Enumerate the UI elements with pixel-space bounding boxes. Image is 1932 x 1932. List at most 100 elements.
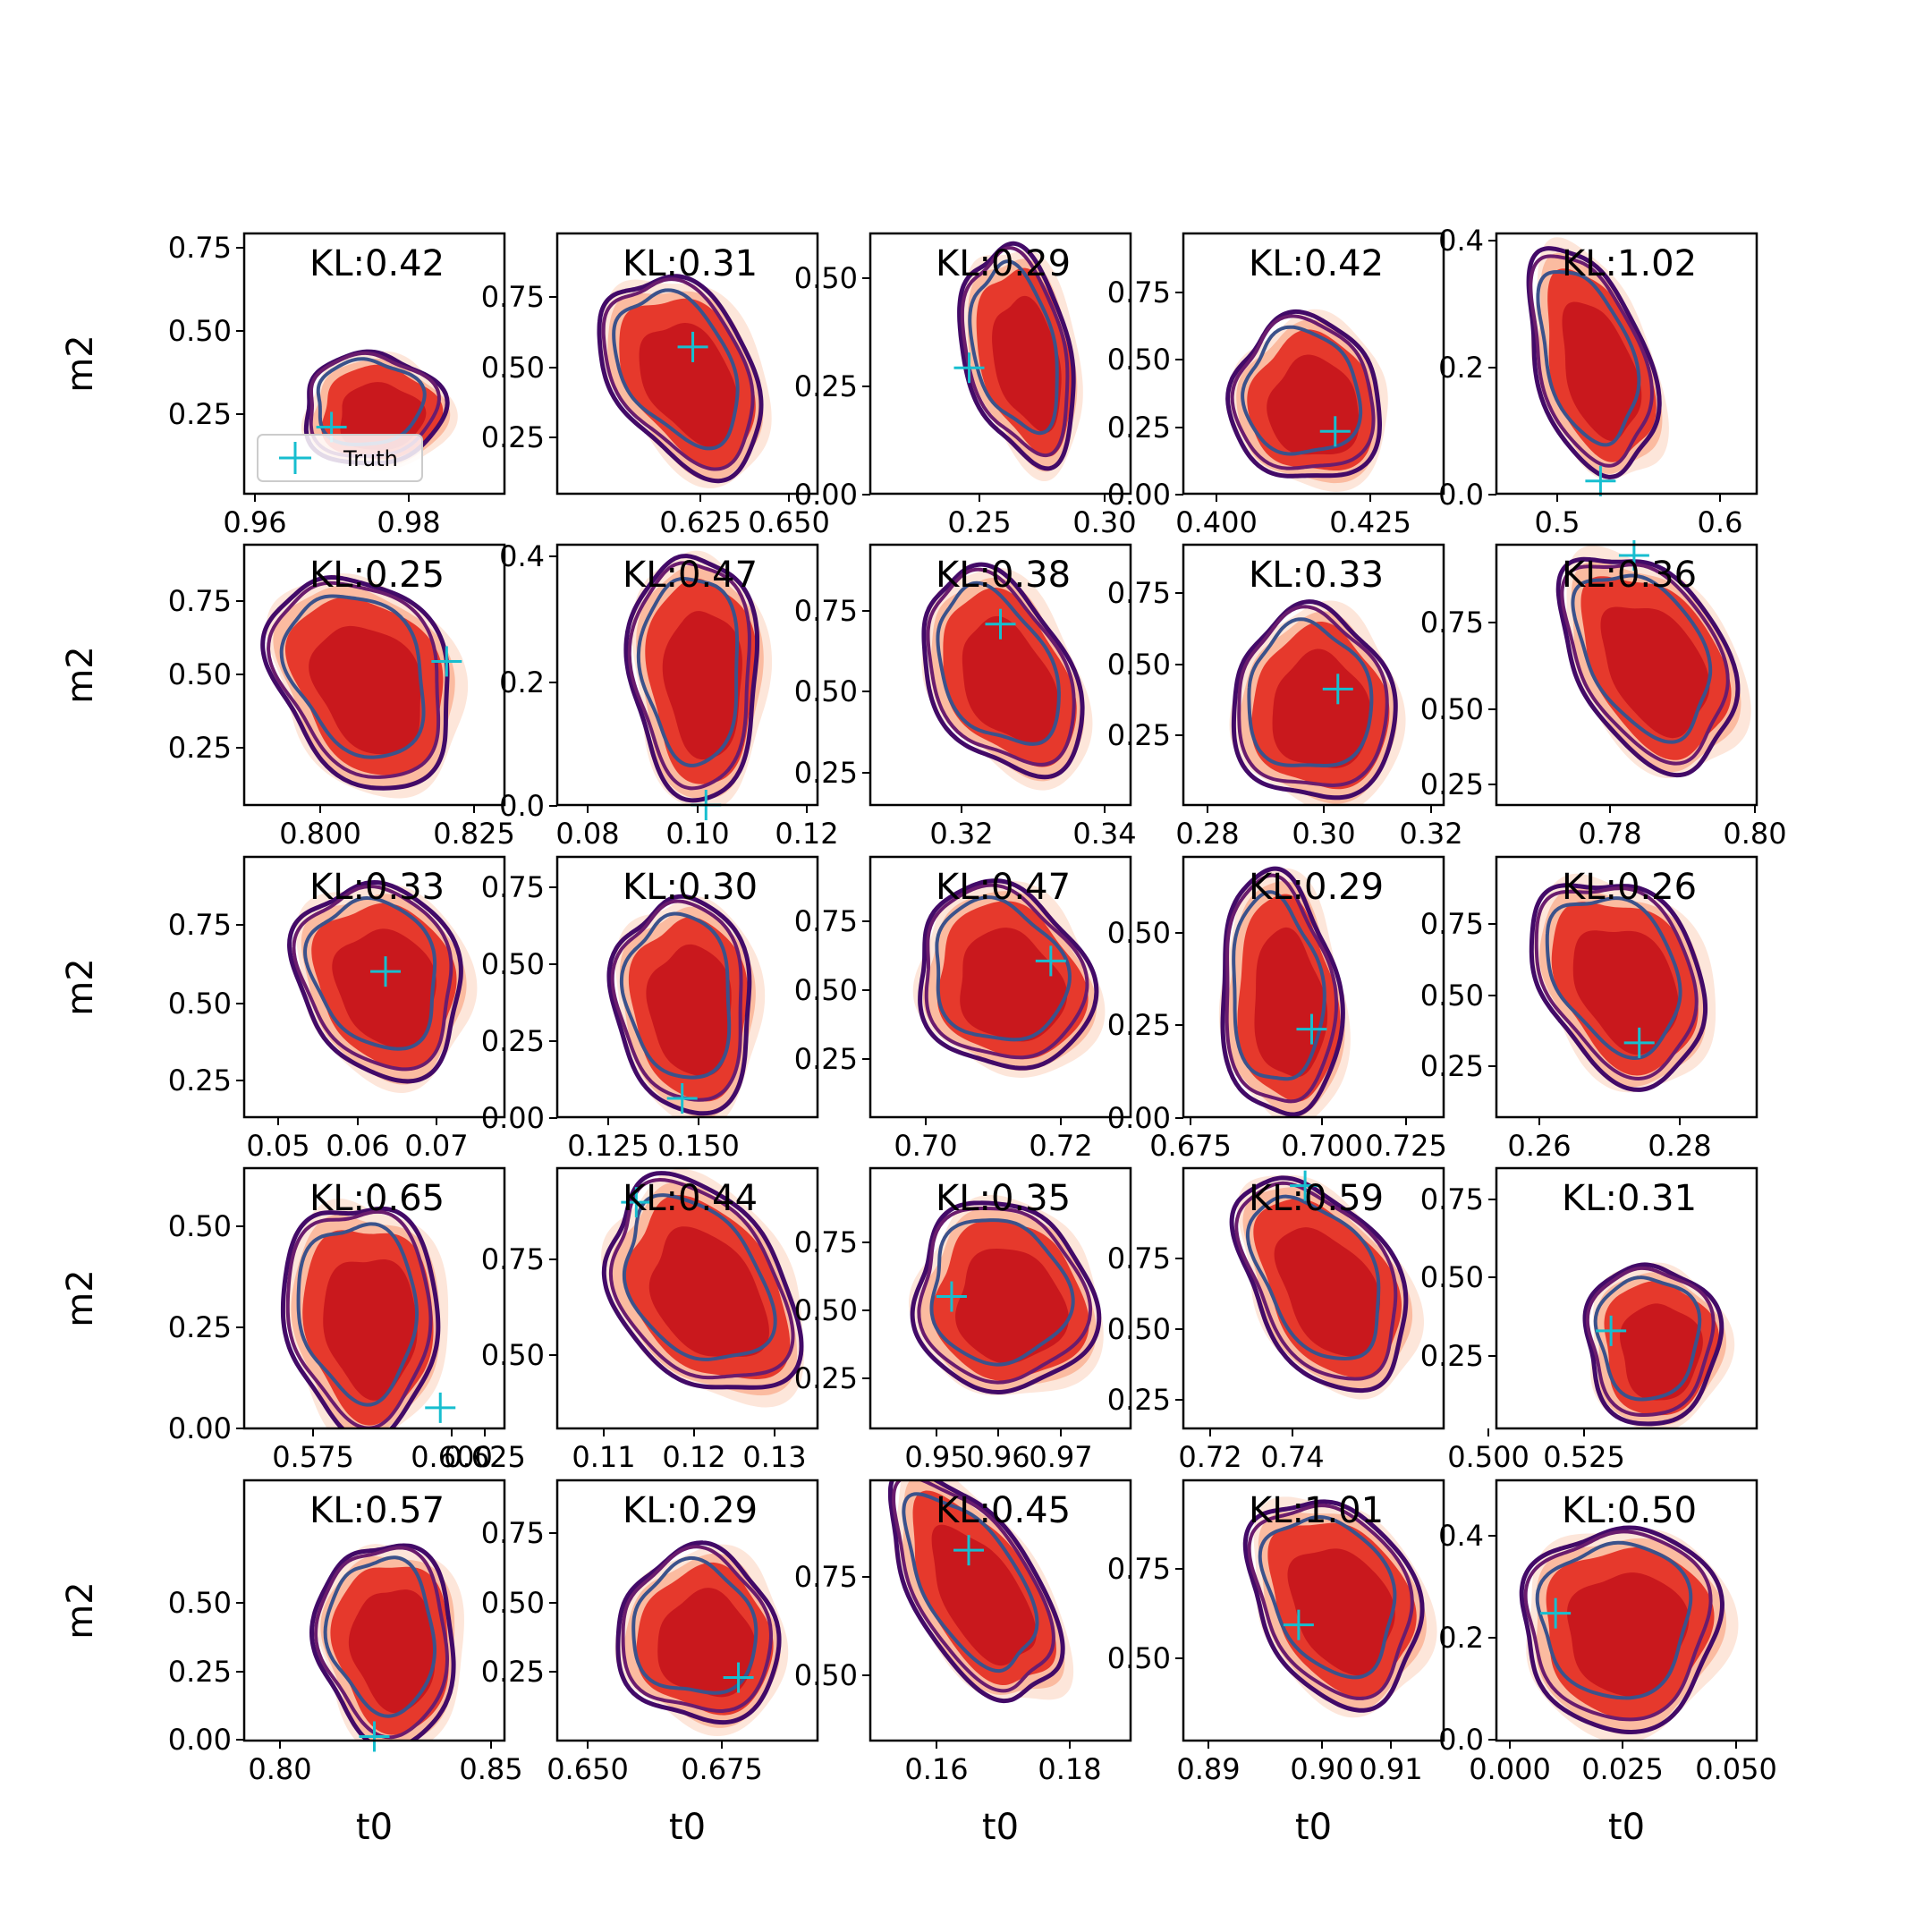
y-tick-label: 0.25: [1420, 1049, 1484, 1083]
y-tick-label: 0.50: [1420, 692, 1484, 726]
y-tick-label: 0.50: [1420, 1260, 1484, 1294]
kl-label: KL:0.33: [1249, 555, 1384, 596]
x-tick-label: 0.675: [681, 1752, 763, 1786]
y-tick-label: 0.2: [1438, 1621, 1484, 1655]
truth-marker: [1319, 416, 1351, 447]
y-tick-label: 0.75: [794, 594, 858, 628]
contour-line-level-2: [917, 1206, 1093, 1385]
panel-11: KL:0.33 0.05 0.06 0.07 0.25 0.50 0.75 m2: [60, 855, 506, 1163]
panel-content: [1529, 873, 1716, 1093]
y-axis-label: m2: [60, 335, 101, 392]
x-tick-label: 0.125: [567, 1129, 649, 1163]
y-tick-label: 0.25: [1420, 767, 1484, 801]
axes-frame: [1495, 232, 1758, 496]
contour-line-level-1: [1229, 1175, 1409, 1394]
y-tick-label: 0.50: [168, 987, 232, 1021]
kl-label: KL:0.26: [1562, 867, 1697, 908]
contour-line-level-2: [1237, 605, 1389, 788]
contour-line-level-2: [627, 561, 751, 791]
y-tick-label: 0.75: [481, 870, 545, 904]
axes-frame: [1182, 1166, 1445, 1430]
panel-content: [1526, 237, 1669, 480]
contour-line-level-3: [1535, 1540, 1693, 1700]
y-tick-label: 0.00: [168, 1411, 232, 1445]
panel-content: [601, 1168, 804, 1408]
y-tick-label: 0.4: [1438, 1519, 1484, 1553]
density-fill-level-4: [309, 625, 421, 755]
x-tick-label: 0.98: [377, 505, 440, 539]
panel-20: KL:0.31 0.500 0.525 0.25 0.50 0.75: [1420, 1166, 1758, 1474]
y-tick-label: 0.2: [499, 665, 545, 699]
axes-frame: [1495, 1479, 1758, 1742]
x-tick-label: 0.70: [894, 1129, 957, 1163]
density-fill-level-4: [960, 928, 1068, 1042]
axes-frame: [555, 232, 819, 496]
x-tick-label: 0.5: [1535, 505, 1580, 539]
x-axis-label: t0: [669, 1807, 706, 1848]
density-fill-level-4: [1287, 1548, 1395, 1676]
legend: Truth: [257, 434, 423, 482]
x-tick-label: 0.85: [459, 1752, 522, 1786]
x-tick-label: 0.25: [947, 505, 1011, 539]
contour-line-level-3: [1545, 896, 1682, 1060]
x-tick-label: 0.13: [742, 1440, 806, 1474]
truth-marker: [431, 646, 462, 677]
panel-content: [1582, 1262, 1735, 1428]
contour-line-level-2: [924, 883, 1089, 1060]
contour-line-level-3: [929, 1218, 1075, 1367]
panel-content: [597, 274, 772, 488]
truth-marker: [621, 1187, 652, 1218]
y-tick-label: 0.75: [794, 1560, 858, 1594]
y-tick-label: 0.25: [481, 1655, 545, 1689]
density-fill-level-4: [992, 295, 1062, 433]
panel-content: [623, 550, 773, 805]
y-tick-label: 0.75: [1420, 907, 1484, 941]
contour-line-level-1: [615, 1540, 782, 1725]
density-fill-level-4: [332, 928, 436, 1050]
axes-frame: [242, 232, 506, 496]
y-tick-label: 0.25: [168, 1655, 232, 1689]
density-fill-level-4: [648, 1226, 769, 1357]
truth-marker: [936, 1281, 967, 1312]
y-tick-label: 0.50: [481, 1586, 545, 1620]
contour-line-level-3: [296, 1222, 419, 1407]
kl-label: KL:0.31: [1562, 1178, 1697, 1219]
axes-frame: [869, 232, 1132, 496]
contour-line-level-2: [1534, 886, 1699, 1081]
x-tick-label: 0.80: [248, 1752, 311, 1786]
x-tick-label: 0.12: [775, 817, 838, 851]
contour-line-level-3: [935, 895, 1072, 1042]
y-axis-label: m2: [60, 958, 101, 1015]
x-tick-label: 0.10: [665, 817, 729, 851]
contour-line-level-3: [323, 1555, 437, 1718]
panel-19: KL:0.59 0.72 0.74 0.25 0.50 0.75: [1107, 1166, 1445, 1474]
kl-label: KL:0.50: [1562, 1490, 1697, 1531]
y-tick-label: 0.00: [1107, 478, 1171, 512]
contour-line-level-3: [968, 259, 1059, 436]
axes-frame: [1182, 855, 1445, 1119]
density-fill-level-4: [646, 944, 732, 1077]
x-axis-label: t0: [982, 1807, 1019, 1848]
panel-7: KL:0.47 0.08 0.10 0.12 0.0 0.2 0.4: [499, 539, 839, 851]
contour-line-level-2: [621, 1545, 773, 1714]
panel-content: [921, 562, 1093, 791]
x-tick-label: 0.050: [1695, 1752, 1777, 1786]
kl-label: KL:0.57: [309, 1490, 445, 1531]
y-tick-label: 0.50: [794, 261, 858, 295]
x-tick-label: 0.400: [1175, 505, 1258, 539]
axes-frame: [1495, 1166, 1758, 1430]
y-tick-label: 0.25: [168, 1310, 232, 1344]
kl-label: KL:0.42: [1249, 243, 1384, 284]
density-fill-level-4: [931, 1524, 1037, 1666]
y-tick-label: 0.25: [794, 1361, 858, 1395]
axes-frame: [242, 1479, 506, 1742]
contour-line-level-1: [1231, 599, 1398, 801]
y-tick-label: 0.75: [168, 231, 232, 265]
panel-9: KL:0.33 0.28 0.30 0.32 0.25 0.50 0.75: [1107, 543, 1463, 851]
kl-label: KL:0.47: [936, 867, 1071, 908]
y-tick-label: 0.50: [794, 973, 858, 1007]
panel-content: [1555, 546, 1751, 779]
contour-line-level-1: [597, 274, 764, 484]
x-tick-label: 0.97: [1029, 1440, 1092, 1474]
contour-line-level-3: [1571, 573, 1713, 744]
